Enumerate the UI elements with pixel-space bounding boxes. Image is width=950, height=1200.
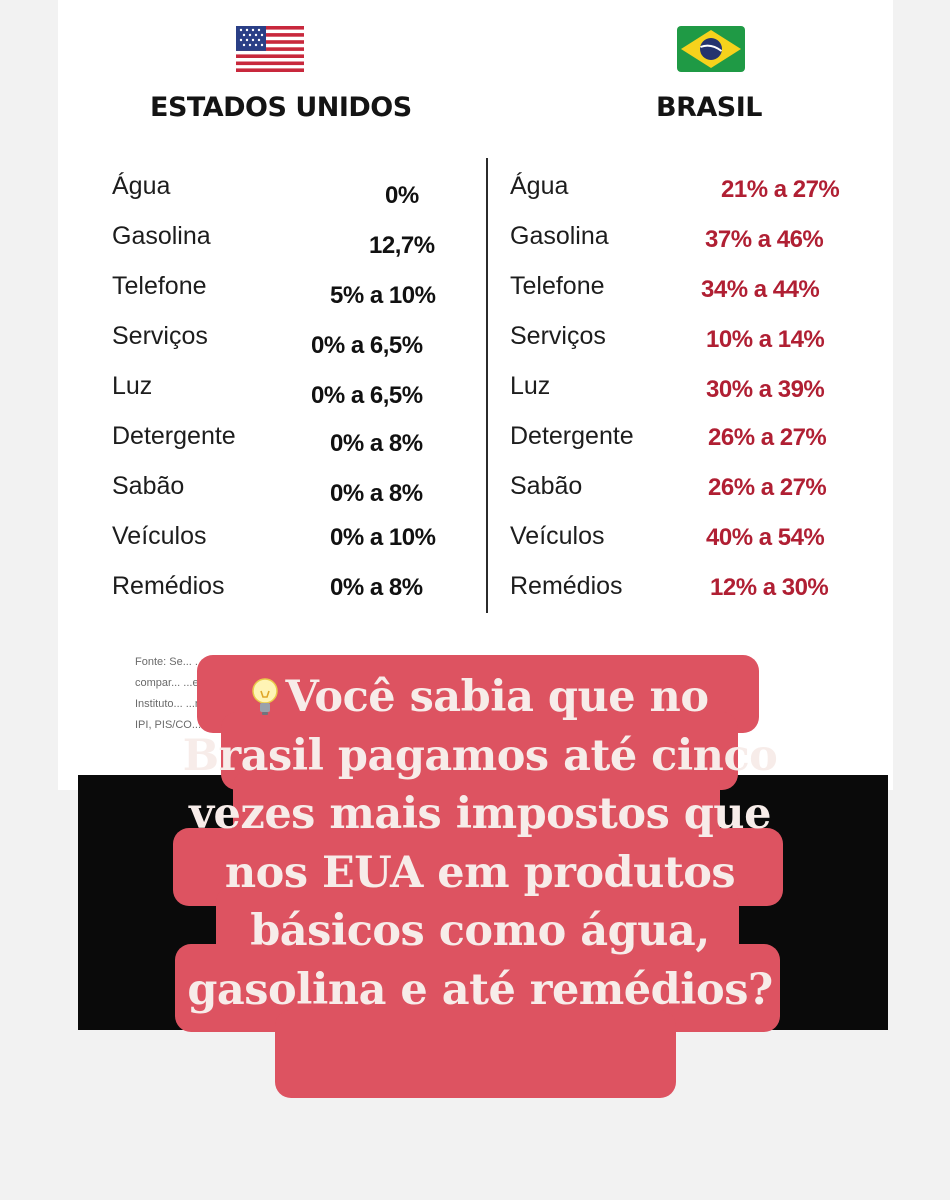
tax-value: 0% a 8% (330, 430, 423, 457)
tax-value: 0% a 10% (330, 524, 436, 551)
item-label: Telefone (112, 272, 207, 300)
item-label: Gasolina (112, 222, 211, 250)
source-line: IPI, PIS/CO... (135, 719, 202, 731)
tax-value: 12% a 30% (710, 574, 829, 601)
brazil-column-title: BRASIL (656, 92, 762, 123)
tax-value: 34% a 44% (701, 276, 820, 303)
item-label: Detergente (510, 422, 634, 450)
item-label: Água (510, 172, 569, 200)
item-label: Serviços (510, 322, 606, 350)
item-label: Veículos (510, 522, 605, 550)
tax-value: 40% a 54% (706, 524, 825, 551)
tax-value: 12,7% (369, 232, 435, 259)
item-label: Detergente (112, 422, 236, 450)
item-label: Sabão (510, 472, 583, 500)
tax-value: 26% a 27% (708, 424, 827, 451)
brazil-flag-icon (677, 26, 745, 72)
item-label: Luz (510, 372, 551, 400)
column-divider (486, 158, 488, 613)
lightbulb-icon (252, 678, 279, 715)
callout-message: Você sabia que no Brasil pagamos até cin… (175, 668, 785, 1019)
item-label: Remédios (510, 572, 623, 600)
item-label: Telefone (510, 272, 605, 300)
tax-value: 0% a 6,5% (311, 332, 423, 359)
tax-value: 26% a 27% (708, 474, 827, 501)
item-label: Gasolina (510, 222, 609, 250)
tax-value: 30% a 39% (706, 376, 825, 403)
item-label: Remédios (112, 572, 225, 600)
item-label: Serviços (112, 322, 208, 350)
tax-value: 0% (385, 182, 419, 209)
tax-value: 0% a 8% (330, 480, 423, 507)
tax-value: 5% a 10% (330, 282, 436, 309)
tax-value: 21% a 27% (721, 176, 840, 203)
tax-value: 10% a 14% (706, 326, 825, 353)
item-label: Água (112, 172, 171, 200)
callout-text: Você sabia que no Brasil pagamos até cin… (182, 672, 778, 1015)
item-label: Sabão (112, 472, 185, 500)
us-column-title: ESTADOS UNIDOS (150, 92, 412, 123)
tax-value: 0% a 6,5% (311, 382, 423, 409)
tax-value: 37% a 46% (705, 226, 824, 253)
tax-value: 0% a 8% (330, 574, 423, 601)
item-label: Veículos (112, 522, 207, 550)
item-label: Luz (112, 372, 153, 400)
us-flag-icon (236, 26, 304, 72)
